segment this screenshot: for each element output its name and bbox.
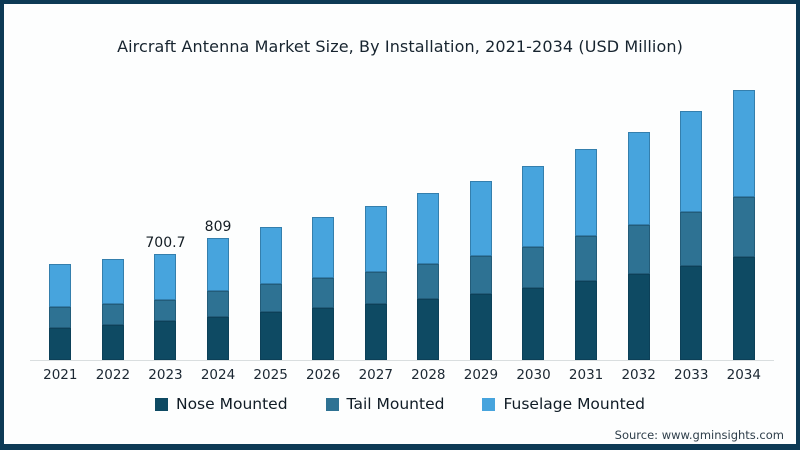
x-tick-label-2024: 2024: [200, 367, 236, 383]
x-tick-label-2028: 2028: [411, 367, 446, 383]
bar-segment-nose-mounted-2026: [312, 308, 335, 360]
bar-segment-tail-mounted-2028: [417, 264, 440, 299]
bar-2026: [297, 90, 350, 360]
bar-segment-nose-mounted-2028: [417, 299, 440, 360]
x-tick-label-2033: 2033: [674, 367, 709, 383]
bar-segment-fuselage-mounted-2034: [732, 90, 755, 198]
bar-segment-tail-mounted-2026: [312, 278, 335, 308]
bar-segment-nose-mounted-2027: [364, 304, 387, 360]
x-tick-label-2021: 2021: [43, 367, 78, 383]
bar-segment-tail-mounted-2030: [522, 247, 545, 288]
x-tick-label-2034: 2034: [726, 367, 761, 383]
bar-segment-nose-mounted-2031: [575, 281, 598, 360]
x-tick-label-2032: 2032: [621, 367, 656, 383]
chart-title: Aircraft Antenna Market Size, By Install…: [117, 37, 683, 56]
bar-2021: [34, 90, 87, 360]
bar-segment-fuselage-mounted-2026: [312, 217, 335, 278]
x-tick-label-2023: 2023: [148, 367, 183, 383]
bar-2028: [402, 90, 455, 360]
bar-segment-tail-mounted-2032: [627, 225, 650, 274]
bars-plot-area: 700.7 809: [34, 90, 770, 360]
bar-segment-nose-mounted-2033: [680, 266, 703, 360]
bar-segment-nose-mounted-2029: [469, 294, 492, 360]
legend-swatch-icon: [325, 397, 339, 411]
bar-2031: [560, 90, 613, 360]
bar-segment-fuselage-mounted-2030: [522, 166, 545, 247]
bar-segment-nose-mounted-2025: [259, 312, 282, 360]
x-tick-label-2030: 2030: [516, 367, 551, 383]
bar-segment-fuselage-mounted-2023: [154, 254, 177, 300]
legend-item-fuselage-mounted: Fuselage Mounted: [482, 395, 645, 413]
x-tick-label-2026: 2026: [306, 367, 341, 383]
bar-segment-nose-mounted-2021: [49, 328, 72, 360]
x-axis-line: [30, 360, 774, 361]
bar-segment-tail-mounted-2023: [154, 300, 177, 321]
bar-segment-fuselage-mounted-2022: [101, 259, 124, 304]
bar-segment-tail-mounted-2031: [575, 236, 598, 281]
bar-segment-tail-mounted-2029: [469, 256, 492, 294]
bar-2029: [455, 90, 508, 360]
x-tick-label-2029: 2029: [463, 367, 499, 383]
bar-segment-nose-mounted-2034: [732, 256, 755, 360]
bar-segment-nose-mounted-2030: [522, 288, 545, 360]
bar-segment-nose-mounted-2024: [207, 317, 230, 360]
source-attribution: Source: www.gminsights.com: [614, 428, 784, 442]
bar-segment-tail-mounted-2024: [207, 291, 230, 317]
bar-2023: 700.7: [139, 90, 192, 360]
legend-label: Nose Mounted: [175, 395, 288, 413]
bar-2033: [665, 90, 718, 360]
x-tick-label-2031: 2031: [568, 367, 604, 383]
legend-swatch-icon: [482, 397, 496, 411]
bar-segment-nose-mounted-2023: [154, 321, 177, 360]
legend-swatch-icon: [154, 397, 168, 411]
bar-segment-tail-mounted-2022: [101, 304, 124, 325]
bar-2022: [87, 90, 140, 360]
bar-2024: 809: [192, 90, 245, 360]
bar-value-label-2024: 809: [204, 219, 232, 235]
bar-segment-tail-mounted-2021: [49, 307, 72, 328]
bar-segment-tail-mounted-2033: [680, 212, 703, 266]
bar-segment-fuselage-mounted-2029: [469, 181, 492, 256]
bar-segment-fuselage-mounted-2027: [364, 206, 387, 272]
bar-2032: [612, 90, 665, 360]
legend-item-tail-mounted: Tail Mounted: [325, 395, 445, 413]
bar-2025: [244, 90, 297, 360]
legend-item-nose-mounted: Nose Mounted: [154, 395, 288, 413]
legend-label: Fuselage Mounted: [503, 395, 646, 413]
bar-segment-fuselage-mounted-2031: [575, 149, 598, 236]
bar-segment-tail-mounted-2027: [364, 272, 387, 304]
x-tick-label-2027: 2027: [358, 367, 393, 383]
bar-segment-nose-mounted-2022: [101, 325, 124, 360]
x-tick-label-2025: 2025: [253, 367, 288, 383]
bar-segment-nose-mounted-2032: [627, 274, 650, 360]
bar-segment-fuselage-mounted-2032: [627, 132, 650, 225]
bar-segment-fuselage-mounted-2021: [49, 264, 72, 307]
x-axis-labels: 2021 2022 2023 2024 2025 2026 2027 2028 2029 2030…: [34, 367, 770, 383]
bar-2034: [718, 90, 771, 360]
legend-label: Tail Mounted: [346, 395, 445, 413]
bar-segment-fuselage-mounted-2028: [417, 193, 440, 264]
bar-segment-tail-mounted-2025: [259, 284, 282, 312]
bar-segment-fuselage-mounted-2025: [259, 227, 282, 284]
x-tick-label-2022: 2022: [95, 367, 131, 383]
chart-legend: Nose Mounted Tail Mounted Fuselage Mounted: [4, 395, 796, 413]
bar-2030: [507, 90, 560, 360]
bar-2027: [349, 90, 402, 360]
bar-value-label-2023: 700.7: [145, 235, 186, 251]
bar-segment-fuselage-mounted-2024: [207, 238, 230, 291]
bar-segment-fuselage-mounted-2033: [680, 111, 703, 212]
bar-segment-tail-mounted-2034: [732, 197, 755, 257]
